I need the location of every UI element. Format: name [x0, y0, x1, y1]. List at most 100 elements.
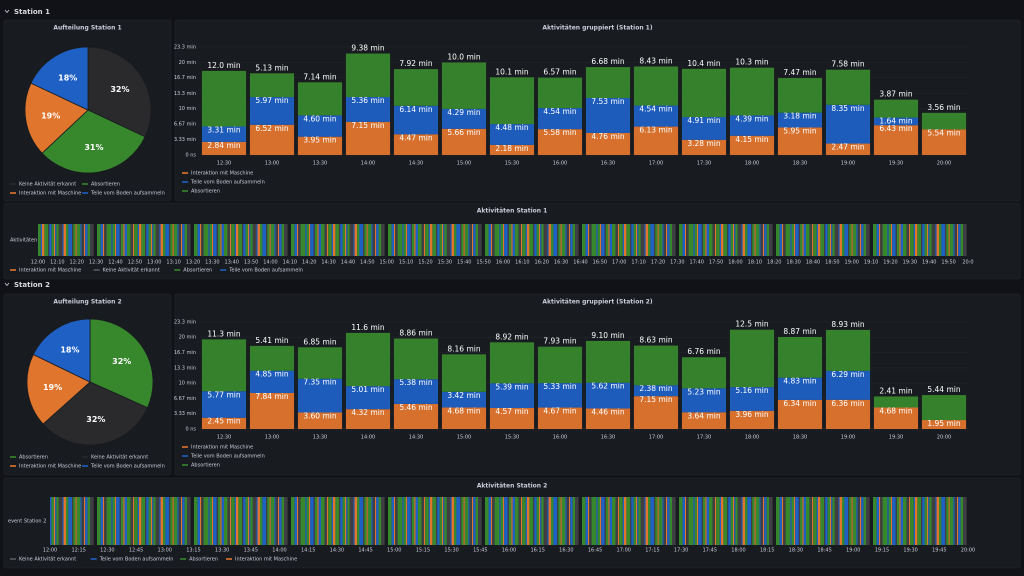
- bar-segment: [729, 410, 775, 429]
- value-label: 10.0 min: [447, 53, 480, 62]
- legend-label: Interaktion mit Maschine: [19, 191, 81, 197]
- value-label: 2.38 min: [639, 384, 672, 393]
- x-tick-label: 13:40: [225, 260, 239, 266]
- x-tick-label: 15:00: [380, 260, 394, 266]
- bar-segment: [729, 67, 775, 116]
- value-label: 5.36 min: [351, 96, 384, 105]
- pie-slice: [42, 381, 149, 446]
- x-tick-label: 19:45: [932, 548, 946, 554]
- value-label: 5.16 min: [735, 386, 768, 395]
- x-tick-label: 18:40: [806, 260, 820, 266]
- value-label: 1.95 min: [927, 419, 960, 428]
- x-tick-label: 16:10: [515, 260, 529, 266]
- x-tick-label: 19:10: [864, 260, 878, 266]
- value-label: 10.3 min: [735, 58, 768, 67]
- x-tick-label: 18:10: [748, 260, 762, 266]
- value-label: 4.48 min: [495, 123, 528, 132]
- x-tick-label: 14:00: [361, 161, 375, 167]
- x-tick-label: 19:30: [903, 260, 917, 266]
- x-tick-label: 17:50: [709, 260, 723, 266]
- bar-segment: [297, 115, 343, 137]
- value-label: 4.54 min: [639, 105, 672, 114]
- value-label: 3.42 min: [447, 391, 480, 400]
- value-label: 6.36 min: [831, 399, 864, 408]
- legend-label: Keine Aktivität erkannt: [19, 557, 76, 563]
- value-label: 5.13 min: [255, 63, 288, 72]
- bar-segment: [537, 108, 583, 130]
- value-label: 9.10 min: [591, 331, 624, 340]
- bar-segment: [729, 115, 775, 136]
- x-tick-label: 19:15: [875, 548, 889, 554]
- value-label: 7.14 min: [303, 72, 336, 81]
- panel-title: Aktivitäten Station 2: [477, 483, 548, 490]
- y-tick-label: 13.3 min: [174, 91, 196, 97]
- x-tick-label: 17:20: [651, 260, 665, 266]
- value-label: 5.01 min: [351, 385, 384, 394]
- x-tick-label: 17:00: [617, 548, 631, 554]
- section-title[interactable]: Station 2: [14, 281, 50, 289]
- legend-label: Absortieren: [19, 455, 48, 461]
- value-label: 12.5 min: [735, 320, 768, 329]
- value-label: 7.47 min: [783, 68, 816, 77]
- x-tick-label: 14:50: [360, 260, 374, 266]
- value-label: 6.57 min: [543, 68, 576, 77]
- bar-segment: [633, 345, 679, 386]
- legend-swatch: [90, 558, 97, 560]
- bar-segment: [537, 407, 583, 429]
- x-tick-label: 15:30: [505, 161, 519, 167]
- y-tick-label: 10 min: [179, 381, 196, 387]
- x-tick-label: 17:10: [631, 260, 645, 266]
- x-tick-label: 19:30: [889, 161, 903, 167]
- value-label: 8.92 min: [495, 332, 528, 341]
- x-tick-label: 16:30: [601, 435, 615, 441]
- x-tick-label: 15:00: [457, 435, 471, 441]
- x-tick-label: 15:30: [444, 548, 458, 554]
- x-tick-label: 16:00: [553, 435, 567, 441]
- x-tick-label: 15:45: [473, 548, 487, 554]
- bar-segment: [921, 112, 967, 130]
- bar-segment: [777, 399, 823, 429]
- x-tick-label: 12:40: [108, 260, 122, 266]
- bar-segment: [585, 382, 631, 409]
- x-tick-label: 19:30: [889, 435, 903, 441]
- bar-segment: [441, 391, 487, 408]
- x-tick-label: 20:00: [937, 435, 951, 441]
- bar-segment: [201, 417, 247, 429]
- bar-segment: [345, 332, 391, 387]
- value-label: 5.33 min: [543, 382, 576, 391]
- pie-slice: [32, 318, 91, 383]
- collapse-icon[interactable]: [4, 282, 10, 287]
- value-label: 6.68 min: [591, 57, 624, 66]
- legend-label: Teile vom Boden aufsammeln: [90, 464, 165, 470]
- legend-swatch: [182, 190, 188, 192]
- x-tick-label: 17:00: [649, 161, 663, 167]
- collapse-icon[interactable]: [4, 9, 10, 14]
- y-tick-label: 6.67 min: [174, 396, 196, 402]
- x-tick-label: 17:40: [690, 260, 704, 266]
- bar-segment: [777, 78, 823, 113]
- value-label: 5.41 min: [255, 336, 288, 345]
- x-tick-label: 14:30: [330, 548, 344, 554]
- value-label: 4.68 min: [879, 407, 912, 416]
- x-tick-label: 15:15: [416, 548, 430, 554]
- value-label: 4.67 min: [543, 407, 576, 416]
- x-tick-label: 15:10: [399, 260, 413, 266]
- section-title[interactable]: Station 1: [14, 8, 50, 16]
- value-label: 4.60 min: [303, 114, 336, 123]
- panel-title: Aktivitäten gruppiert (Station 2): [542, 299, 652, 306]
- value-label: 5.39 min: [495, 382, 528, 391]
- y-tick-label: 3.33 min: [174, 137, 196, 143]
- value-label: 4.68 min: [447, 407, 480, 416]
- value-label: 4.91 min: [687, 116, 720, 125]
- legend-swatch: [182, 172, 188, 174]
- value-label: 3.96 min: [735, 410, 768, 419]
- legend-swatch: [180, 558, 187, 560]
- x-tick-label: 20:00: [961, 548, 975, 554]
- legend-label: Teile vom Boden aufsammeln: [228, 268, 303, 274]
- legend-swatch: [93, 269, 100, 271]
- value-label: 5.95 min: [783, 126, 816, 135]
- bar-segment: [585, 340, 631, 383]
- bar-segment: [297, 347, 343, 379]
- value-label: 4.32 min: [351, 408, 384, 417]
- x-tick-label: 17:30: [670, 260, 684, 266]
